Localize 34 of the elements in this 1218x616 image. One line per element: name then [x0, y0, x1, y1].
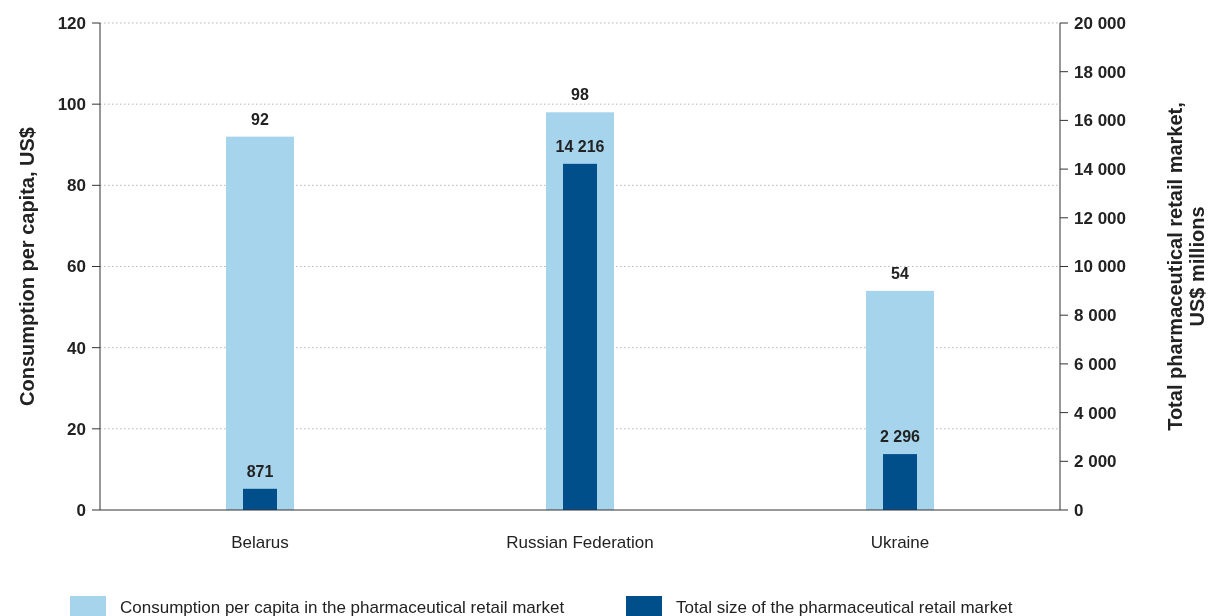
bar [883, 454, 917, 510]
y-tick-label: 0 [76, 500, 86, 520]
y2-axis-title: Total pharmaceutical retail market, US$ millions [1164, 102, 1208, 431]
y-axis-title: Consumption per capita, US$ [16, 127, 38, 406]
data-label: 871 [246, 462, 274, 480]
x-tick-label: Russian Federation [506, 533, 654, 552]
data-label: 98 [571, 86, 589, 104]
y2-tick-label: 18 000 [1074, 62, 1126, 82]
y2-tick-label: 14 000 [1074, 160, 1126, 180]
y-tick-label: 100 [57, 95, 86, 115]
data-label: 14 216 [555, 137, 605, 155]
bar [226, 136, 294, 510]
x-tick-label: Belarus [231, 533, 289, 552]
y2-tick-label: 2 000 [1074, 452, 1117, 472]
y2-tick-label: 4 000 [1074, 403, 1117, 423]
y-tick-label: 40 [67, 338, 86, 358]
y2-tick-label: 6 000 [1074, 354, 1117, 374]
y-tick-label: 80 [67, 176, 86, 196]
data-label: 92 [251, 110, 269, 128]
bar [243, 488, 277, 510]
y2-tick-label: 8 000 [1074, 306, 1117, 326]
y2-tick-label: 16 000 [1074, 111, 1126, 131]
y-tick-label: 20 [67, 419, 86, 439]
y2-tick-label: 0 [1074, 500, 1084, 520]
y-tick-label: 120 [57, 13, 86, 33]
x-tick-label: Ukraine [870, 533, 930, 552]
legend-label: Total size of the pharmaceutical retail market [676, 597, 1013, 616]
data-label: 2 296 [879, 428, 921, 446]
legend-label: Consumption per capita in the pharmaceutical retail market [120, 597, 565, 616]
y2-tick-label: 20 000 [1074, 13, 1126, 33]
y2-tick-label: 10 000 [1074, 257, 1126, 277]
y2-tick-label: 12 000 [1074, 208, 1126, 228]
data-label: 54 [891, 264, 909, 282]
y-tick-label: 60 [67, 257, 86, 277]
